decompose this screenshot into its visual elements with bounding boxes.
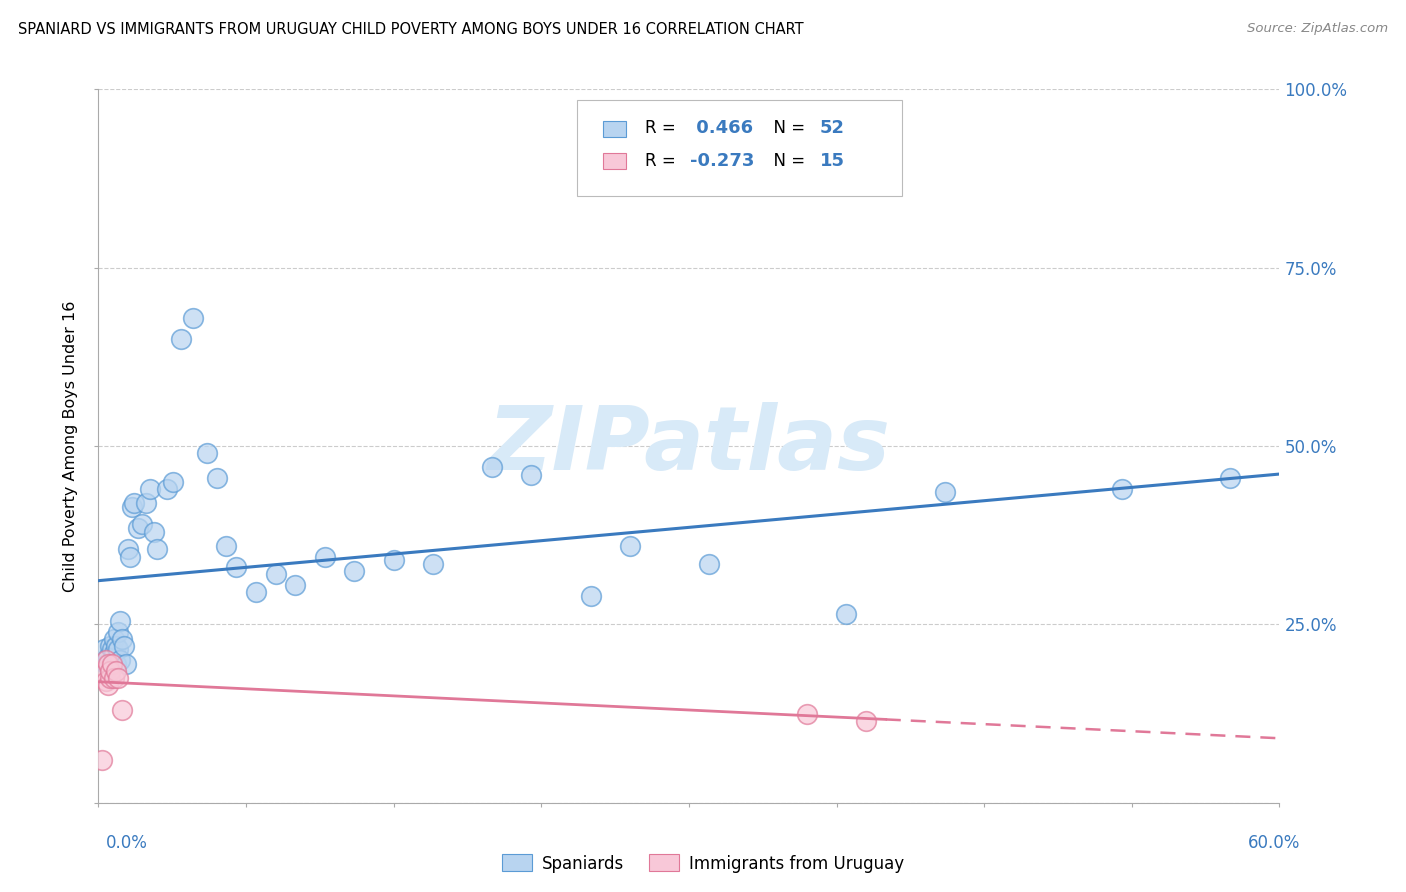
Point [101, 657, 124, 671]
Point [98, 671, 121, 685]
Point [108, 653, 131, 667]
Point [138, 482, 160, 496]
Point [105, 657, 128, 671]
Text: N =: N = [763, 120, 811, 137]
Point [103, 632, 125, 646]
Point [105, 639, 128, 653]
Point [343, 564, 366, 578]
FancyBboxPatch shape [603, 153, 626, 169]
Point [855, 714, 877, 728]
Point [131, 517, 153, 532]
Point [98, 639, 121, 653]
Point [170, 332, 193, 346]
Point [96, 674, 118, 689]
Point [162, 475, 184, 489]
Point [205, 471, 228, 485]
Point [98, 664, 121, 678]
Point [422, 557, 444, 571]
Point [127, 521, 149, 535]
Point [121, 500, 143, 514]
Point [796, 706, 818, 721]
Point [314, 549, 336, 564]
Point [103, 646, 125, 660]
Point [1219, 471, 1241, 485]
Point [97, 649, 120, 664]
Point [101, 657, 124, 671]
Point [122, 496, 145, 510]
Point [101, 642, 124, 657]
Point [118, 549, 141, 564]
Text: 52: 52 [820, 120, 845, 137]
Text: 60.0%: 60.0% [1249, 834, 1301, 852]
Point [835, 607, 858, 621]
Point [1111, 482, 1133, 496]
Point [108, 614, 131, 628]
Point [225, 560, 247, 574]
Text: 15: 15 [820, 152, 845, 169]
Text: -0.273: -0.273 [690, 152, 755, 169]
Point [93, 642, 115, 657]
Point [146, 542, 169, 557]
Point [481, 460, 503, 475]
Y-axis label: Child Poverty Among Boys Under 16: Child Poverty Among Boys Under 16 [63, 301, 79, 591]
Point [156, 482, 179, 496]
Point [93, 664, 115, 678]
Point [520, 467, 543, 482]
Point [97, 657, 120, 671]
Text: Source: ZipAtlas.com: Source: ZipAtlas.com [1247, 22, 1388, 36]
Point [107, 671, 129, 685]
Point [619, 539, 641, 553]
Text: R =: R = [645, 120, 682, 137]
Point [112, 639, 135, 653]
Point [96, 653, 118, 667]
FancyBboxPatch shape [576, 100, 901, 196]
Point [284, 578, 307, 592]
FancyBboxPatch shape [603, 121, 626, 137]
Point [195, 446, 218, 460]
Point [103, 671, 125, 685]
Point [111, 632, 134, 646]
Text: R =: R = [645, 152, 682, 169]
Text: 0.466: 0.466 [690, 120, 754, 137]
Text: SPANIARD VS IMMIGRANTS FROM URUGUAY CHILD POVERTY AMONG BOYS UNDER 16 CORRELATIO: SPANIARD VS IMMIGRANTS FROM URUGUAY CHIL… [18, 22, 804, 37]
Point [115, 657, 138, 671]
Point [181, 310, 204, 325]
Point [934, 485, 956, 500]
Text: N =: N = [763, 152, 811, 169]
Point [135, 496, 157, 510]
Point [245, 585, 267, 599]
Legend: Spaniards, Immigrants from Uruguay: Spaniards, Immigrants from Uruguay [495, 847, 911, 880]
Point [117, 542, 139, 557]
Point [382, 553, 405, 567]
Point [697, 557, 720, 571]
Text: 0.0%: 0.0% [105, 834, 148, 852]
Point [98, 664, 121, 678]
Point [96, 657, 118, 671]
Point [91, 753, 114, 767]
Point [579, 589, 602, 603]
Point [105, 664, 128, 678]
Point [264, 567, 287, 582]
Point [107, 624, 129, 639]
Point [111, 703, 134, 717]
Point [107, 642, 129, 657]
Point [215, 539, 238, 553]
Point [142, 524, 165, 539]
Text: ZIPatlas: ZIPatlas [488, 402, 890, 490]
Point [97, 678, 120, 692]
